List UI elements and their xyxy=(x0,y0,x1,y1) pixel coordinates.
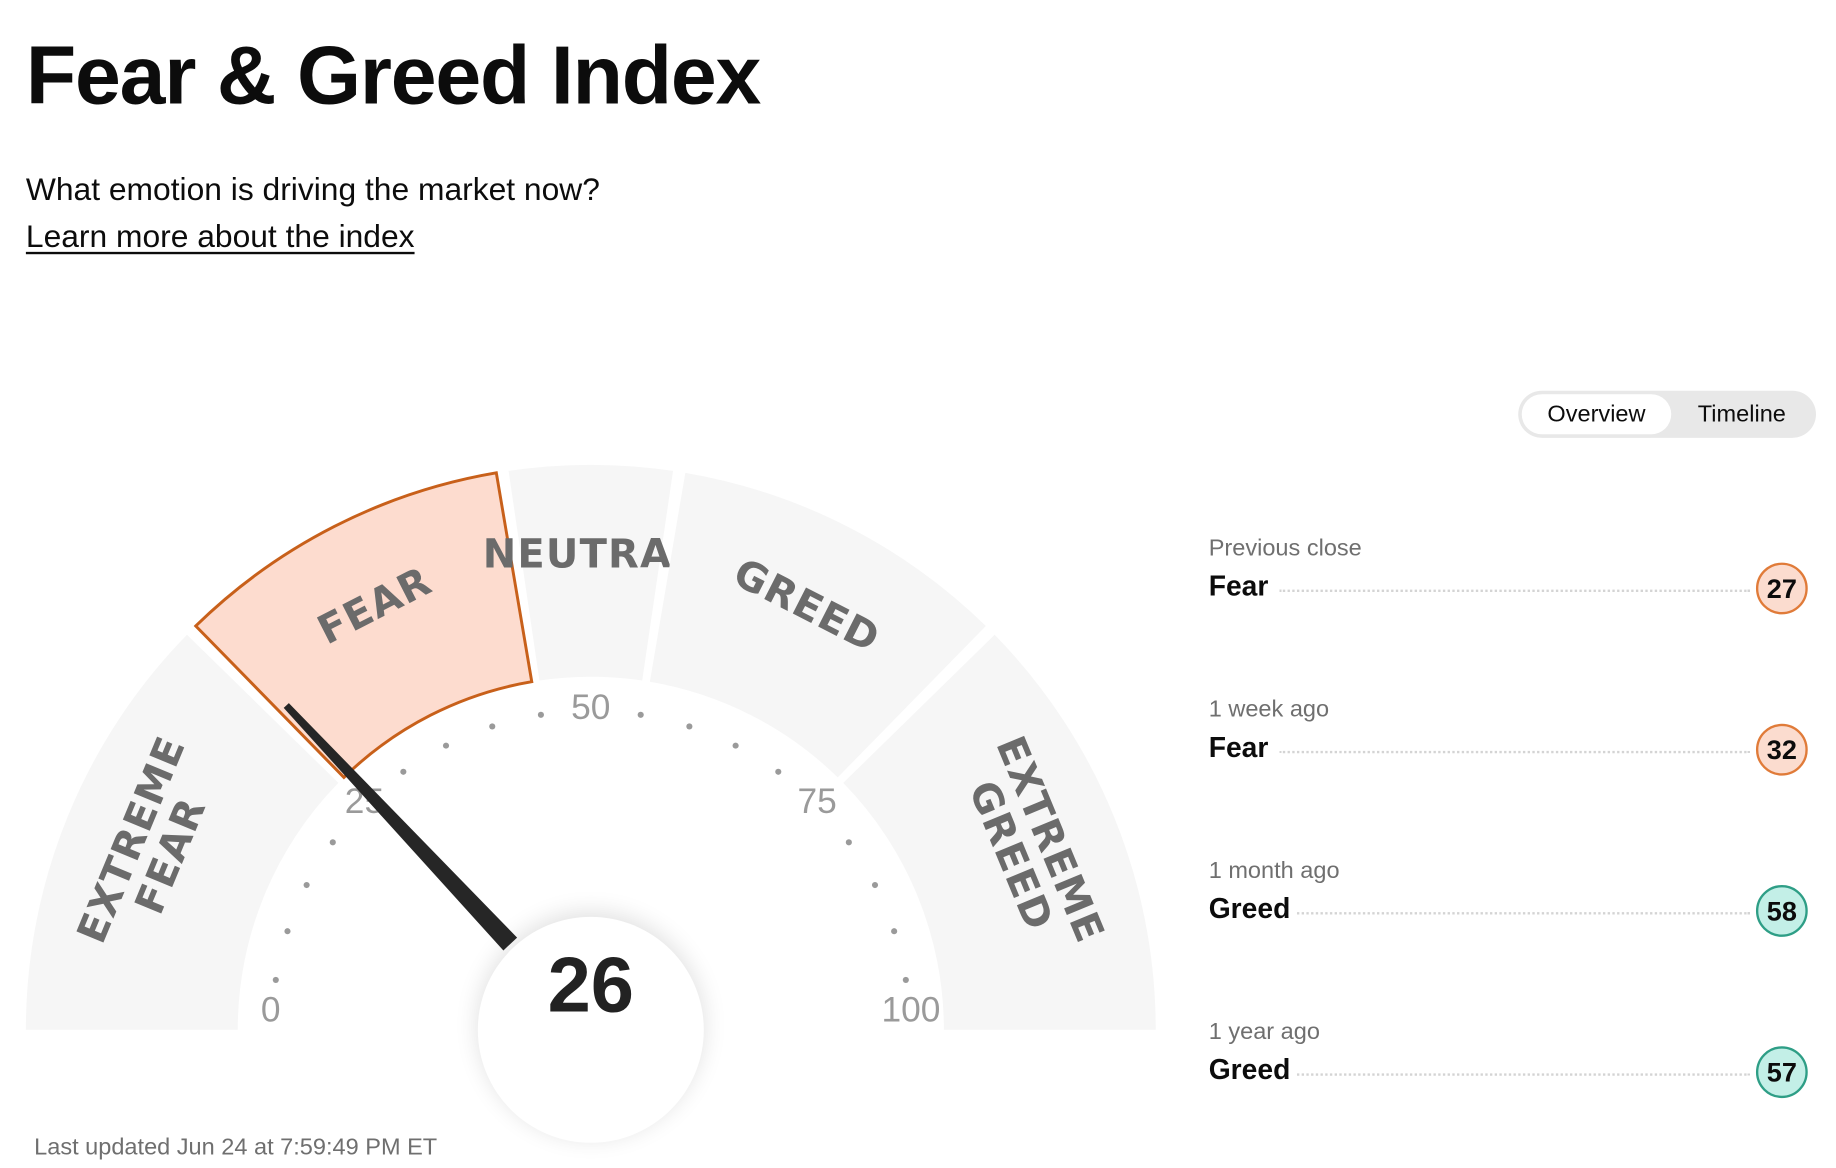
tab-overview[interactable]: Overview xyxy=(1521,394,1672,435)
tab-switch: Overview Timeline xyxy=(1518,390,1816,438)
tick-label: 100 xyxy=(881,990,940,1029)
period-label: 1 year ago xyxy=(1208,1019,1320,1046)
subtitle: What emotion is driving the market now? xyxy=(25,171,600,208)
tick-label: 50 xyxy=(571,688,610,727)
score-badge: 32 xyxy=(1755,723,1808,776)
gauge-zone xyxy=(508,464,674,681)
scale-dot xyxy=(284,928,291,935)
rating-label: Greed xyxy=(1208,1054,1298,1088)
score-badge: 58 xyxy=(1755,885,1808,937)
period-label: 1 week ago xyxy=(1208,696,1330,723)
page-title: Fear & Greed Index xyxy=(25,29,761,122)
scale-dot xyxy=(902,976,909,983)
scale-dot xyxy=(400,768,407,775)
history-row: 1 week ago Fear 32 xyxy=(1208,696,1809,779)
scale-dot xyxy=(686,723,693,730)
learn-more-link[interactable]: Learn more about the index xyxy=(25,218,415,255)
scale-dot xyxy=(303,881,310,889)
history-row: 1 year ago Greed 57 xyxy=(1208,1019,1809,1101)
history-row: Previous close Fear 27 xyxy=(1208,535,1809,617)
tab-timeline[interactable]: Timeline xyxy=(1697,401,1786,428)
gauge-zone xyxy=(25,634,339,1030)
leader-line xyxy=(1279,912,1751,915)
tick-label: 75 xyxy=(798,782,837,821)
scale-dot xyxy=(442,742,450,749)
period-label: Previous close xyxy=(1208,535,1362,562)
rating-label: Greed xyxy=(1208,893,1298,927)
gauge-zone xyxy=(843,634,1156,1030)
score-badge: 57 xyxy=(1755,1046,1808,1099)
period-label: 1 month ago xyxy=(1208,857,1340,884)
scale-dot xyxy=(537,711,544,718)
score-badge: 27 xyxy=(1755,562,1808,615)
gauge-value: 26 xyxy=(548,942,634,1028)
scale-dot xyxy=(871,881,879,889)
leader-line xyxy=(1279,589,1751,592)
scale-dot xyxy=(637,711,644,718)
tick-label: 0 xyxy=(261,990,281,1029)
rating-label: Fear xyxy=(1208,732,1276,765)
scale-dot xyxy=(732,742,739,749)
last-updated: Last updated Jun 24 at 7:59:49 PM ET xyxy=(34,1134,438,1161)
leader-line xyxy=(1279,750,1751,754)
scale-dot xyxy=(272,976,279,983)
needle xyxy=(283,703,518,951)
hub xyxy=(477,916,704,1143)
rating-label: Fear xyxy=(1208,570,1276,604)
scale-dot xyxy=(489,723,496,730)
gauge-zone xyxy=(193,471,534,780)
history-row: 1 month ago Greed 58 xyxy=(1208,857,1809,940)
scale-dot xyxy=(845,839,852,846)
scale-dot xyxy=(329,839,336,846)
leader-line xyxy=(1279,1073,1751,1076)
scale-dot xyxy=(891,928,898,935)
gauge-zone xyxy=(649,472,986,778)
scale-dot xyxy=(775,768,782,775)
zone-label: NEUTRAL xyxy=(483,531,699,577)
